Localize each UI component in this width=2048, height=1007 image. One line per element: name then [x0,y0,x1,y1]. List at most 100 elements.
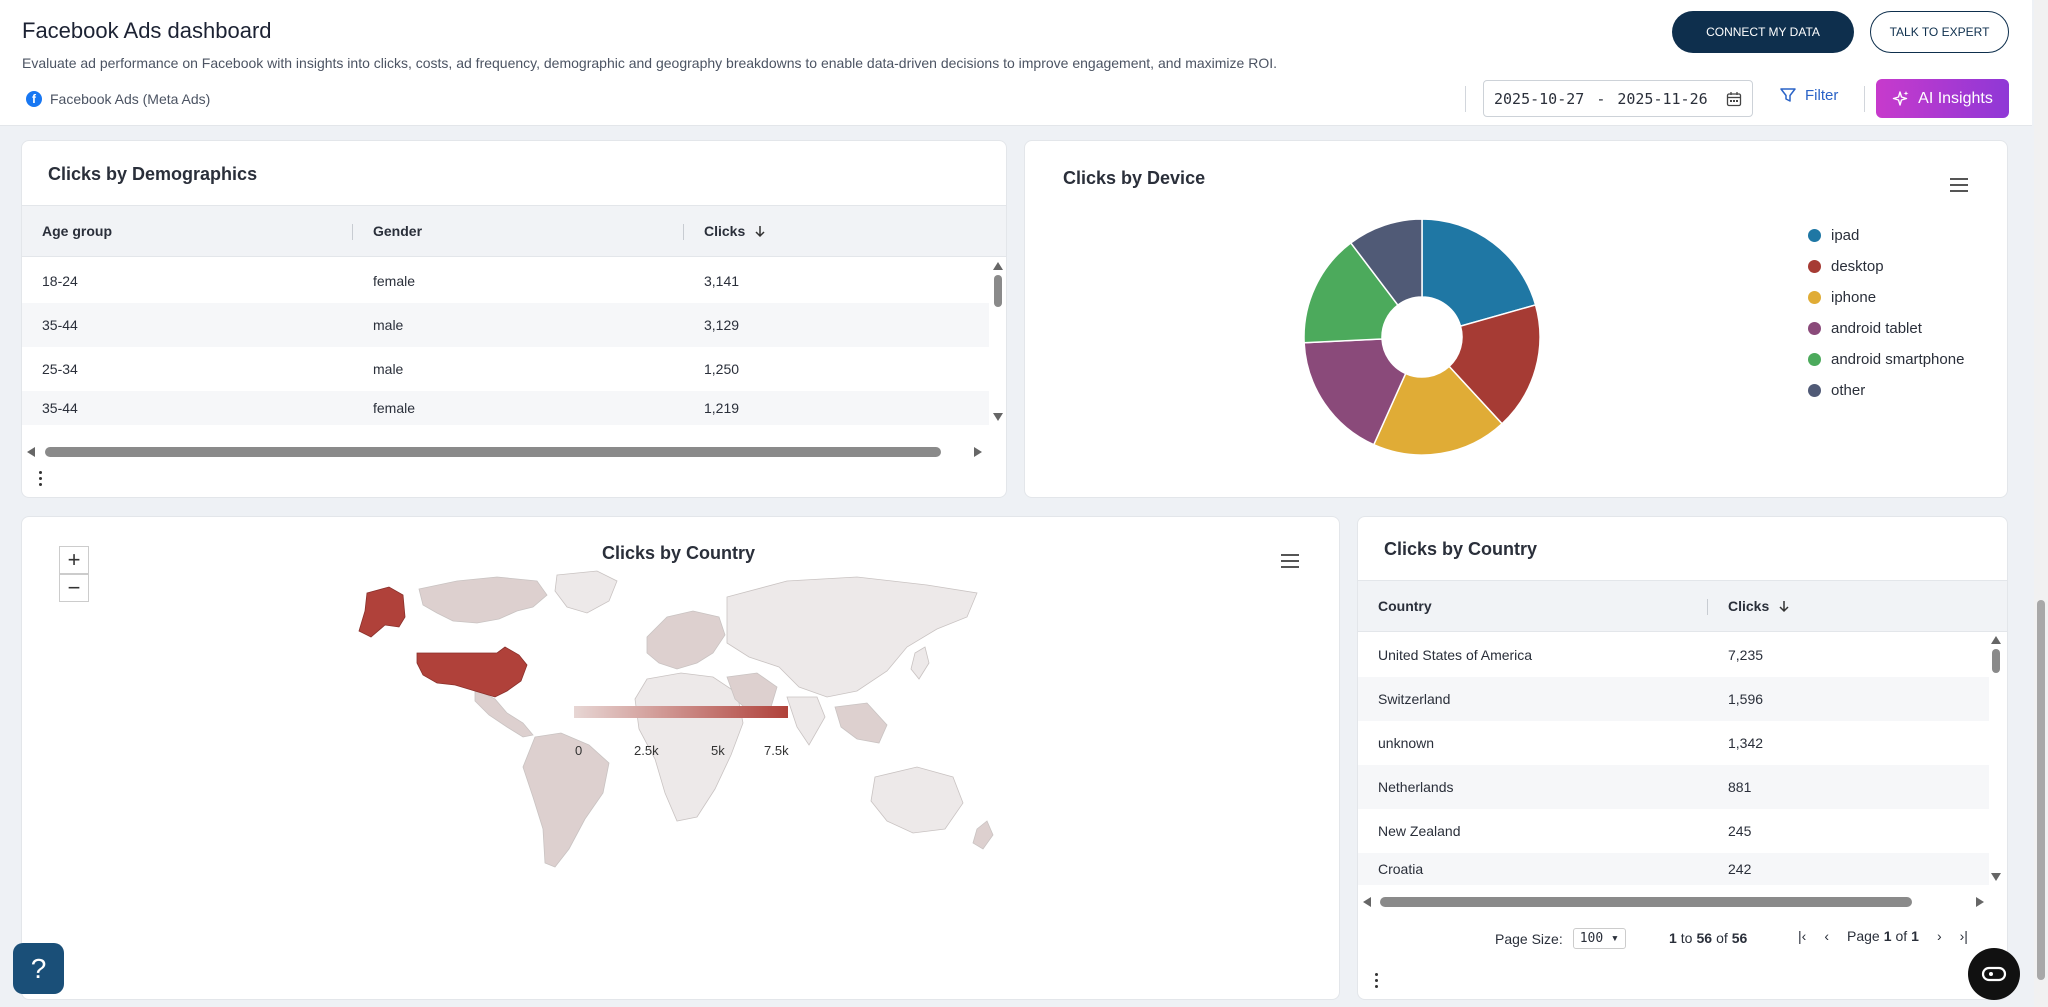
table-row[interactable]: New Zealand 245 [1358,809,1989,853]
table-row[interactable]: Switzerland 1,596 [1358,677,1989,721]
pagination-controls: |‹ ‹ Page 1 of 1 › ›| [1798,928,1968,944]
column-header-clicks[interactable]: Clicks [684,206,1006,256]
column-header-clicks[interactable]: Clicks [1708,581,2007,631]
map-region-new-zealand [972,820,994,850]
page-subtitle: Evaluate ad performance on Facebook with… [22,55,1277,71]
pie-slice-android-smartphone[interactable] [1303,241,1399,344]
world-map[interactable] [347,567,1027,907]
talk-to-expert-button[interactable]: TALK TO EXPERT [1870,11,2009,53]
sparkle-icon [1892,90,1909,106]
grid-header: Country Clicks [1358,580,2007,632]
scroll-right-arrow-icon[interactable] [1976,897,1984,907]
chat-button[interactable] [1968,948,2020,1000]
scroll-down-arrow-icon[interactable] [1991,873,2001,881]
card-title: Clicks by Country [602,543,756,563]
horizontal-scroll-thumb[interactable] [45,447,941,457]
previous-page-icon[interactable]: ‹ [1824,928,1829,944]
legend-label: ipad [1831,227,1860,244]
table-row[interactable]: 35-44 male 3,129 [22,303,989,347]
scroll-left-arrow-icon[interactable] [1363,897,1371,907]
map-region-usa [416,646,528,698]
scale-label-7.5k: 7.5k [764,743,789,758]
legend-item[interactable]: android tablet [1808,320,1922,337]
country-cell: unknown [1378,735,1435,751]
map-region-central-america [474,688,534,738]
legend-swatch [1808,260,1821,273]
ai-insights-label: AI Insights [1918,89,1993,107]
legend-item[interactable]: desktop [1808,258,1884,275]
card-title: Clicks by Device [1063,168,1206,188]
country-table-card: Clicks by Country Country Clicks United … [1357,516,2008,1000]
row-range-summary: 1 to 56 of 56 [1669,930,1748,946]
more-options-icon[interactable] [1375,973,1379,988]
table-row[interactable]: United States of America 7,235 [1358,633,1989,677]
horizontal-scroll-thumb[interactable] [1380,897,1912,907]
column-header-gender[interactable]: Gender [353,206,684,256]
ai-insights-button[interactable]: AI Insights [1876,79,2009,118]
legend-swatch [1808,353,1821,366]
page-size-select[interactable]: 100 ▾ [1572,928,1626,949]
date-range-picker[interactable]: 2025-10-27 - 2025-11-26 [1483,80,1753,117]
legend-item[interactable]: android smartphone [1808,351,1964,368]
map-region-southeast-asia [834,702,888,744]
filter-button[interactable]: Filter [1779,86,1838,104]
table-row[interactable]: Croatia 242 [1358,853,1989,885]
scroll-up-arrow-icon[interactable] [1991,636,2001,644]
help-button[interactable]: ? [13,943,64,994]
scroll-down-arrow-icon[interactable] [993,413,1003,421]
legend-item[interactable]: other [1808,382,1865,399]
chart-menu-icon[interactable] [1950,178,1968,192]
column-header-age[interactable]: Age group [22,206,353,256]
filter-icon [1780,88,1796,102]
table-row[interactable]: Netherlands 881 [1358,765,1989,809]
scale-label-0: 0 [575,743,583,758]
table-row[interactable]: 35-44 female 1,219 [22,391,989,425]
connect-my-data-button[interactable]: CONNECT MY DATA [1672,11,1854,53]
legend-label: other [1831,382,1866,399]
table-row[interactable]: 18-24 female 3,141 [42,273,740,289]
country-cell: New Zealand [1378,823,1461,839]
scroll-thumb[interactable] [1992,649,2000,673]
pie-slice-android-tablet[interactable] [1303,338,1407,446]
facebook-icon: f [26,91,42,107]
first-page-icon[interactable]: |‹ [1798,928,1807,944]
legend-label: desktop [1831,258,1884,275]
pie-slice-desktop[interactable] [1448,303,1541,425]
dashboard-header: Facebook Ads dashboard Evaluate ad perfo… [0,0,2032,126]
next-page-icon[interactable]: › [1936,928,1942,944]
page-scroll-thumb[interactable] [2037,600,2045,980]
filter-label: Filter [1805,86,1839,104]
legend-label: android tablet [1831,320,1922,337]
page-scrollbar[interactable] [2034,0,2048,1007]
scroll-right-arrow-icon[interactable] [974,447,982,457]
chart-menu-icon[interactable] [1281,554,1299,568]
legend-item[interactable]: ipad [1808,227,1859,244]
zoom-in-button[interactable]: + [59,546,89,574]
map-region-alaska [358,586,406,638]
table-row[interactable]: 25-34 male 1,250 [42,361,740,377]
scroll-up-arrow-icon[interactable] [993,262,1003,270]
zoom-out-button[interactable]: − [59,574,89,602]
column-header-country[interactable]: Country [1358,581,1708,631]
legend-item[interactable]: iphone [1808,289,1876,306]
more-options-icon[interactable] [39,471,43,486]
table-row[interactable]: unknown 1,342 [1358,721,1989,765]
sort-desc-icon [1779,601,1789,613]
page-indicator: Page 1 of 1 [1846,928,1919,944]
device-pie-chart [1303,218,1541,456]
scale-label-5k: 5k [711,743,725,758]
pie-slice-other[interactable] [1349,218,1423,307]
legend-label: android smartphone [1831,351,1965,368]
demographics-card: Clicks by Demographics Age group Gender … [21,140,1007,498]
scroll-left-arrow-icon[interactable] [27,447,35,457]
last-page-icon[interactable]: ›| [1959,928,1968,944]
scroll-thumb[interactable] [994,275,1002,307]
vertical-scrollbar[interactable] [1990,633,2002,885]
date-separator: - [1596,89,1606,108]
clicks-cell: 881 [1728,779,1752,795]
vertical-scrollbar[interactable] [992,259,1004,425]
pie-slice-ipad[interactable] [1421,218,1537,328]
chat-icon [1981,966,2007,982]
pie-slice-iphone[interactable] [1372,365,1504,456]
legend-swatch [1808,229,1821,242]
